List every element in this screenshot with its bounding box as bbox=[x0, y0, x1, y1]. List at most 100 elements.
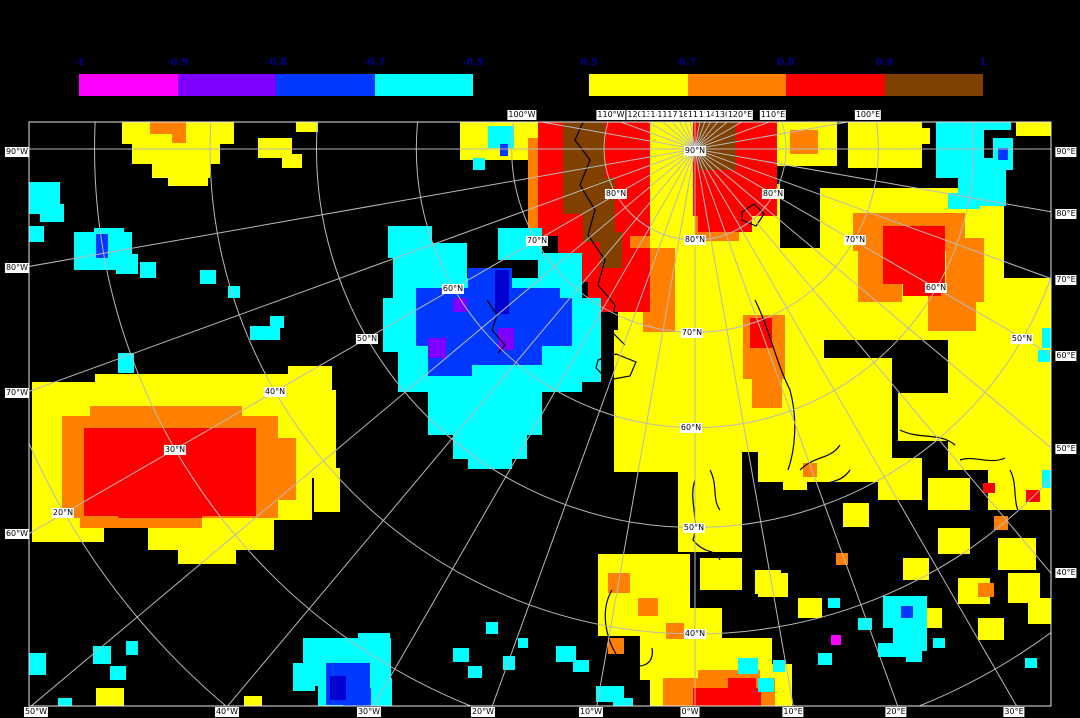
colorbar-tick-label: 0.9 bbox=[875, 57, 894, 68]
data-cell bbox=[728, 678, 756, 704]
data-cell bbox=[900, 128, 930, 144]
longitude-label-top: 100°E bbox=[854, 110, 882, 120]
longitude-label-bottom: 20°E bbox=[885, 707, 907, 717]
baltic-coast bbox=[799, 444, 851, 491]
latitude-label: 60°N bbox=[441, 284, 465, 294]
meridian-line bbox=[694, 148, 1051, 280]
data-cell bbox=[498, 328, 514, 350]
data-cell bbox=[90, 406, 242, 428]
longitude-label-bottom: 10°W bbox=[578, 707, 604, 717]
longitude-label-left: 90°W bbox=[4, 147, 30, 157]
data-cell bbox=[831, 635, 841, 645]
colorbar-tick-label: 0.8 bbox=[777, 57, 795, 68]
data-cell bbox=[978, 583, 994, 597]
data-cell bbox=[573, 660, 589, 672]
meridian-line bbox=[596, 148, 696, 706]
meridian-line bbox=[694, 148, 1051, 213]
data-cell bbox=[152, 162, 210, 178]
data-cell bbox=[556, 646, 576, 662]
data-cell bbox=[270, 316, 284, 328]
data-region-deepblue bbox=[330, 270, 509, 700]
data-cell bbox=[998, 408, 1051, 472]
longitude-label-bottom: 30°E bbox=[1003, 707, 1025, 717]
latitude-label: 80°N bbox=[683, 235, 707, 245]
data-cell bbox=[468, 453, 512, 469]
data-cell bbox=[638, 598, 658, 616]
colorbar-segment bbox=[79, 74, 178, 96]
meridian-line bbox=[29, 148, 696, 392]
data-cell bbox=[758, 678, 774, 692]
latitude-label: 40°N bbox=[263, 387, 287, 397]
data-cell bbox=[500, 144, 508, 156]
latitude-label: 50°N bbox=[682, 523, 706, 533]
data-cell bbox=[503, 656, 515, 670]
data-cell bbox=[843, 503, 869, 527]
colorbar-segment bbox=[589, 74, 688, 96]
positive-colorbar bbox=[589, 74, 983, 96]
longitude-label-top: 110°E bbox=[759, 110, 787, 120]
longitude-label-left: 80°W bbox=[4, 263, 30, 273]
data-cell bbox=[600, 232, 622, 268]
data-cell bbox=[773, 660, 785, 672]
data-cell bbox=[973, 122, 1011, 130]
longitude-label-right: 60°E bbox=[1055, 351, 1077, 361]
data-cell bbox=[978, 618, 1004, 640]
meridian-line bbox=[29, 148, 696, 535]
colorbar-tick-label: -0.5 bbox=[462, 57, 484, 68]
data-cell bbox=[608, 638, 624, 654]
data-cell bbox=[198, 444, 256, 502]
latitude-label: 40°N bbox=[683, 629, 707, 639]
data-cell bbox=[178, 548, 236, 564]
latitude-label: 60°N bbox=[679, 423, 703, 433]
greenland-south-tip bbox=[486, 299, 506, 354]
data-cell bbox=[750, 318, 772, 348]
data-cell bbox=[495, 270, 509, 314]
longitude-label-top: 120°E bbox=[726, 110, 754, 120]
data-cell bbox=[473, 158, 485, 170]
data-cell bbox=[938, 528, 970, 554]
colorbar-tick-label: -0.8 bbox=[265, 57, 287, 68]
data-cell bbox=[110, 666, 126, 680]
meridian-line bbox=[372, 148, 696, 706]
longitude-label-right: 80°E bbox=[1055, 209, 1077, 219]
longitude-label-right: 50°E bbox=[1055, 444, 1077, 454]
longitude-label-right: 70°E bbox=[1055, 275, 1077, 285]
colorbar-tick-label: -1 bbox=[73, 57, 85, 68]
negative-colorbar bbox=[79, 74, 473, 96]
longitude-label-bottom: 30°W bbox=[356, 707, 382, 717]
colorbar-tick-label: 1 bbox=[979, 57, 987, 68]
data-cell bbox=[818, 438, 850, 470]
data-cell bbox=[486, 622, 498, 634]
data-cell bbox=[700, 558, 742, 590]
longitude-label-right: 90°E bbox=[1055, 147, 1077, 157]
data-region-magenta bbox=[831, 635, 841, 645]
data-cell bbox=[848, 398, 892, 430]
latitude-label: 60°N bbox=[924, 283, 948, 293]
svalbard-coast bbox=[741, 203, 765, 227]
data-cell bbox=[1028, 598, 1051, 624]
data-cell bbox=[946, 238, 984, 302]
latitude-label: 20°N bbox=[51, 508, 75, 518]
meridian-line bbox=[694, 148, 1051, 356]
data-cell bbox=[58, 698, 72, 706]
longitude-label-right: 40°E bbox=[1055, 568, 1077, 578]
data-cell bbox=[698, 188, 752, 232]
data-cell bbox=[828, 598, 840, 608]
longitude-label-top: 100°W bbox=[507, 110, 537, 120]
data-cell bbox=[994, 516, 1008, 530]
data-cell bbox=[666, 623, 684, 639]
data-cell bbox=[738, 658, 758, 674]
meridian-line bbox=[694, 148, 794, 706]
data-cell bbox=[93, 646, 111, 664]
latitude-label: 30°N bbox=[163, 445, 187, 455]
data-cell bbox=[678, 428, 742, 552]
colorbar-tick-label: -0.7 bbox=[363, 57, 386, 68]
data-cell bbox=[878, 458, 922, 500]
data-cell bbox=[96, 688, 124, 706]
iceland-coast bbox=[595, 353, 637, 381]
data-region-yellow bbox=[32, 122, 1051, 706]
data-cell bbox=[928, 478, 970, 510]
data-cell bbox=[116, 254, 138, 274]
